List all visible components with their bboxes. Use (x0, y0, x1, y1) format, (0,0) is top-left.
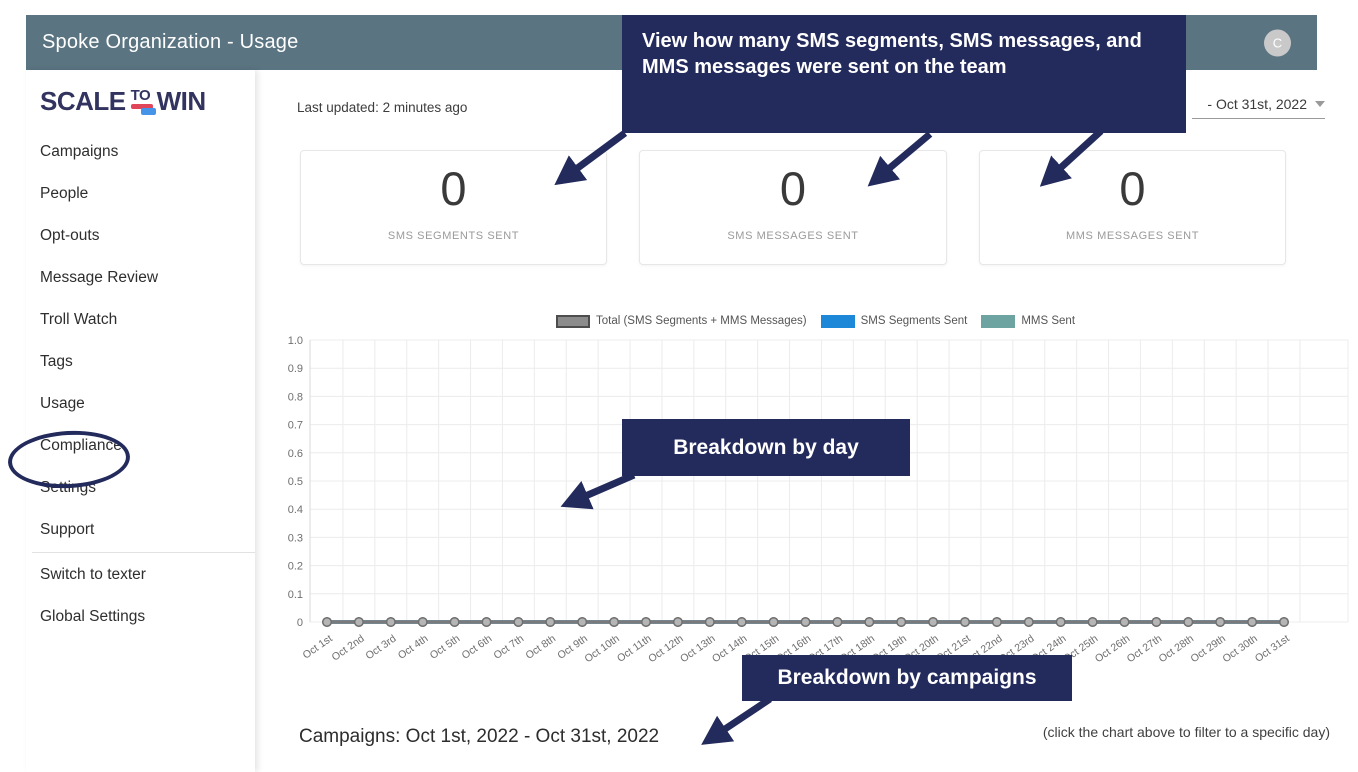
sidebar-item-switch-to-texter[interactable]: Switch to texter (40, 566, 146, 583)
sidebar-item-message-review[interactable]: Message Review (40, 269, 159, 286)
arrow-to-campaigns (701, 696, 772, 745)
logo-red-bubble-icon (130, 104, 153, 109)
sidebar-divider (32, 552, 255, 553)
svg-text:Oct 28th: Oct 28th (1157, 633, 1197, 666)
svg-text:Oct 12th: Oct 12th (646, 633, 686, 666)
svg-text:0.9: 0.9 (288, 363, 303, 375)
svg-text:Oct 4th: Oct 4th (396, 633, 431, 662)
sidebar-item-settings[interactable]: Settings (40, 479, 97, 496)
legend-item-mms: MMS Sent (981, 314, 1075, 328)
sms-messages-card: 0 SMS MESSAGES SENT (639, 150, 947, 265)
sidebar-nav: Campaigns People Opt-outs Message Review… (6, 131, 255, 638)
svg-text:0.2: 0.2 (288, 561, 303, 573)
sidebar-item-compliance[interactable]: Compliance (40, 437, 122, 454)
svg-text:0.3: 0.3 (288, 532, 303, 544)
svg-text:Oct 2nd: Oct 2nd (330, 633, 367, 664)
sidebar-item-support[interactable]: Support (40, 521, 95, 538)
sidebar: SCALE TO WIN Campaigns People Opt-outs M… (6, 70, 255, 772)
sms-messages-label: SMS MESSAGES SENT (727, 230, 859, 242)
logo-scale: SCALE (40, 86, 126, 116)
svg-text:Oct 3rd: Oct 3rd (363, 633, 398, 663)
page-title: Spoke Organization - Usage (42, 31, 299, 53)
annotation-top-note: View how many SMS segments, SMS messages… (622, 15, 1186, 133)
chart-plot-area[interactable]: 0 0.1 0.2 0.3 0.4 0.5 0.6 0.7 0.8 0.9 1.0 Oct 1st Oc… (278, 332, 1353, 671)
last-updated-text: Last updated: 2 minutes ago (297, 100, 468, 115)
svg-text:Oct 10th: Oct 10th (582, 633, 622, 666)
svg-text:0.5: 0.5 (288, 476, 303, 488)
legend-swatch-mms (981, 314, 1016, 328)
mms-messages-label: MMS MESSAGES SENT (1065, 230, 1200, 242)
sms-segments-value: 0 (440, 162, 467, 215)
svg-text:Oct 31st: Oct 31st (1253, 633, 1292, 665)
svg-text:0.7: 0.7 (288, 420, 303, 432)
sidebar-item-tags[interactable]: Tags (40, 353, 73, 370)
sidebar-item-global-settings[interactable]: Global Settings (40, 608, 146, 625)
svg-text:Oct 6th: Oct 6th (460, 633, 495, 662)
chevron-down-icon (1315, 101, 1325, 107)
campaigns-heading: Campaigns: Oct 1st, 2022 - Oct 31st, 202… (299, 726, 660, 747)
date-range-value: - Oct 31st, 2022 (1207, 96, 1307, 112)
chart-click-hint: (click the chart above to filter to a sp… (1042, 724, 1330, 740)
sidebar-item-usage[interactable]: Usage (40, 395, 85, 412)
legend-item-total: Total (SMS Segments + MMS Messages) (555, 314, 807, 328)
svg-text:Oct 27th: Oct 27th (1125, 633, 1165, 666)
sms-segments-card: 0 SMS SEGMENTS SENT (300, 150, 607, 265)
annotation-breakdown-by-day: Breakdown by day (622, 419, 910, 476)
svg-text:0.4: 0.4 (288, 504, 303, 516)
sidebar-item-opt-outs[interactable]: Opt-outs (40, 227, 100, 244)
svg-text:Oct 8th: Oct 8th (523, 633, 558, 662)
svg-text:0.8: 0.8 (288, 391, 303, 403)
svg-text:Oct 5th: Oct 5th (428, 633, 463, 662)
avatar[interactable]: C (1264, 29, 1291, 56)
legend-item-sms-segments: SMS Segments Sent (820, 314, 967, 328)
legend-swatch-total (555, 314, 590, 328)
date-range-select[interactable]: - Oct 31st, 2022 (1192, 96, 1325, 119)
chart-legend: Total (SMS Segments + MMS Messages) SMS … (278, 312, 1353, 330)
sidebar-item-campaigns[interactable]: Campaigns (40, 143, 119, 160)
logo-win: WIN (156, 86, 207, 116)
svg-text:Oct 13th: Oct 13th (678, 633, 718, 666)
sms-messages-value: 0 (779, 162, 807, 215)
sidebar-item-people[interactable]: People (40, 185, 89, 202)
scale-to-win-logo: SCALE TO WIN (40, 86, 206, 117)
legend-swatch-sms-segments (820, 314, 855, 328)
svg-text:0.6: 0.6 (288, 448, 303, 460)
usage-chart: Total (SMS Segments + MMS Messages) SMS … (278, 312, 1353, 671)
svg-text:Oct 7th: Oct 7th (492, 633, 527, 662)
svg-text:0: 0 (297, 617, 303, 629)
sidebar-item-troll-watch[interactable]: Troll Watch (40, 311, 118, 328)
annotation-breakdown-by-campaigns: Breakdown by campaigns (742, 655, 1072, 701)
logo-to: TO (130, 87, 156, 115)
mms-messages-value: 0 (1119, 162, 1146, 215)
svg-text:Oct 11th: Oct 11th (615, 633, 654, 665)
svg-text:Oct 1st: Oct 1st (301, 633, 335, 662)
svg-text:Oct 29th: Oct 29th (1189, 633, 1229, 666)
svg-text:Oct 30th: Oct 30th (1220, 633, 1260, 666)
svg-text:1.0: 1.0 (288, 335, 303, 347)
sms-segments-label: SMS SEGMENTS SENT (387, 230, 520, 242)
logo-blue-bubble-icon (140, 108, 156, 115)
svg-text:Oct 26th: Oct 26th (1093, 633, 1133, 666)
svg-text:0.1: 0.1 (288, 589, 303, 601)
mms-messages-card: 0 MMS MESSAGES SENT (979, 150, 1286, 265)
